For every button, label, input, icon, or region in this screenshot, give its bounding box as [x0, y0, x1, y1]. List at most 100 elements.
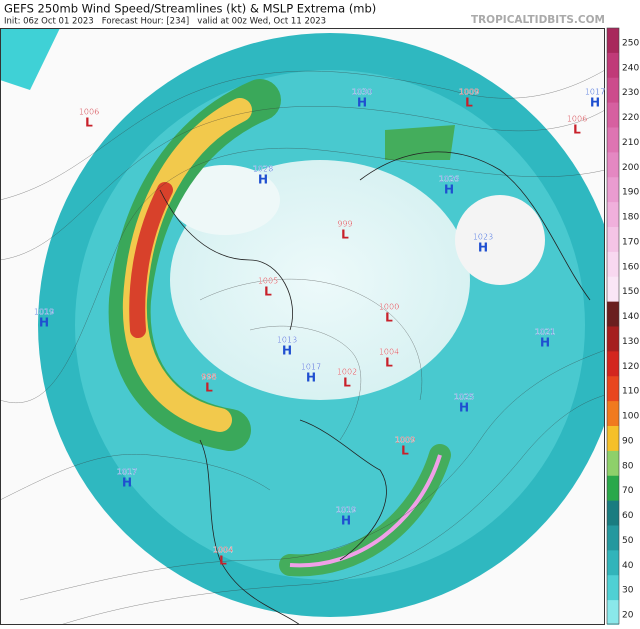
colorbar-label: 40 — [622, 561, 634, 571]
pressure-value: 1028 — [253, 165, 273, 174]
colorbar-cell — [607, 426, 619, 452]
colorbar-cell — [607, 251, 619, 278]
pressure-value: 1026 — [439, 175, 459, 184]
pressure-value: 1002 — [337, 368, 357, 377]
colorbar-label: 170 — [622, 237, 639, 247]
site-name: TROPICALTIDBITS.COM — [471, 14, 605, 26]
colorbar-cell — [607, 351, 619, 377]
colorbar-label: 120 — [622, 362, 639, 372]
colorbar-label: 70 — [622, 486, 634, 496]
jet-stream — [385, 125, 455, 160]
pressure-center-letter: H — [122, 476, 132, 490]
colorbar-cell — [607, 77, 619, 104]
pressure-value: 1006 — [567, 115, 587, 124]
colorbar-label: 210 — [622, 138, 639, 148]
colorbar-cell — [607, 276, 619, 303]
colorbar-label: 30 — [622, 586, 634, 596]
colorbar-label: 100 — [622, 412, 639, 422]
colorbar-label: 160 — [622, 262, 639, 272]
colorbar-label: 110 — [622, 387, 639, 397]
pressure-value: 1000 — [379, 303, 399, 312]
pressure-center-letter: H — [357, 96, 367, 110]
pressure-value: 1019 — [336, 506, 356, 515]
colorbar-cell — [607, 525, 619, 551]
pressure-center-letter: L — [341, 228, 349, 242]
colorbar-cell — [607, 202, 619, 228]
pressure-value: 1009 — [395, 436, 415, 445]
pressure-center-letter: H — [258, 173, 268, 187]
calm-region — [170, 165, 280, 235]
pressure-center-letter: H — [478, 241, 488, 255]
colorbar-cell — [607, 326, 619, 352]
pressure-value: 1004 — [379, 348, 399, 357]
colorbar: 250 240 230 220 210 200 190 180 170 160 150 140 130 1… — [606, 27, 639, 626]
colorbar-label: 190 — [622, 188, 639, 198]
colorbar-label: 230 — [622, 88, 639, 98]
colorbar-cell — [607, 500, 619, 526]
colorbar-label: 180 — [622, 213, 639, 223]
colorbar-cell — [607, 600, 619, 626]
colorbar-cell — [607, 177, 619, 203]
pressure-value: 1004 — [213, 546, 233, 555]
pressure-center-letter: L — [385, 356, 393, 370]
pressure-value: 1023 — [473, 233, 493, 242]
map-title: GEFS 250mb Wind Speed/Streamlines (kt) &… — [4, 2, 376, 16]
wind-shade — [0, 28, 60, 90]
colorbar-cell — [607, 401, 619, 427]
pressure-center-letter: L — [343, 376, 351, 390]
pressure-center-letter: H — [39, 316, 49, 330]
colorbar-label: 250 — [622, 38, 639, 48]
pressure-center-letter: L — [219, 554, 227, 568]
pressure-value: 998 — [201, 373, 216, 382]
colorbar-cell — [607, 550, 619, 576]
highlight-line — [289, 454, 442, 568]
colorbar-label: 130 — [622, 337, 639, 347]
colorbar-cell — [607, 450, 619, 477]
pressure-value: 1019 — [34, 308, 54, 317]
colorbar-label: 140 — [622, 312, 639, 322]
pressure-value: 1017 — [301, 363, 321, 372]
pressure-center-letter: L — [465, 96, 473, 110]
pressure-value: 1025 — [454, 393, 474, 402]
colorbar-label: 80 — [622, 461, 634, 471]
pressure-center-letter: L — [401, 444, 409, 458]
colorbar-cell — [607, 227, 619, 253]
colorbar-label: 20 — [622, 611, 634, 621]
pressure-value: 1017 — [117, 468, 137, 477]
colorbar-label: 200 — [622, 163, 639, 173]
colorbar-label: 60 — [622, 511, 634, 521]
colorbar-label: 220 — [622, 113, 639, 123]
colorbar-cell — [607, 575, 619, 601]
pressure-center-letter: L — [385, 311, 393, 325]
pressure-value: 1030 — [352, 88, 372, 97]
pressure-center-letter: L — [264, 285, 272, 299]
pressure-value: 1013 — [277, 336, 297, 345]
colorbar-cell — [607, 52, 619, 79]
pressure-center-letter: H — [282, 344, 292, 358]
colorbar-cell — [607, 152, 619, 178]
pressure-value: 1005 — [258, 277, 278, 286]
colorbar-border — [606, 27, 620, 625]
pressure-value: 999 — [337, 220, 352, 229]
pressure-center-letter: L — [573, 123, 581, 137]
pressure-center-letter: H — [540, 336, 550, 350]
pressure-value: 1017 — [585, 88, 605, 97]
colorbar-label: 90 — [622, 436, 634, 446]
colorbar-cell — [607, 475, 619, 502]
coastlines — [159, 151, 591, 625]
colorbar-cell — [607, 127, 619, 153]
pressure-value: 1021 — [535, 328, 555, 337]
colorbar-label: 240 — [622, 63, 639, 73]
pressure-center-letter: L — [85, 116, 93, 130]
pressure-center-letter: H — [306, 371, 316, 385]
map-subtitle: Init: 06z Oct 01 2023 Forecast Hour: [23… — [4, 17, 326, 27]
colorbar-cell — [607, 376, 619, 402]
colorbar-label: 150 — [622, 287, 639, 297]
colorbar-cell — [607, 102, 619, 128]
colorbar-label: 50 — [622, 536, 634, 546]
colorbar-cell — [607, 28, 619, 54]
colorbar-cell — [607, 301, 619, 327]
pressure-center-letter: H — [590, 96, 600, 110]
